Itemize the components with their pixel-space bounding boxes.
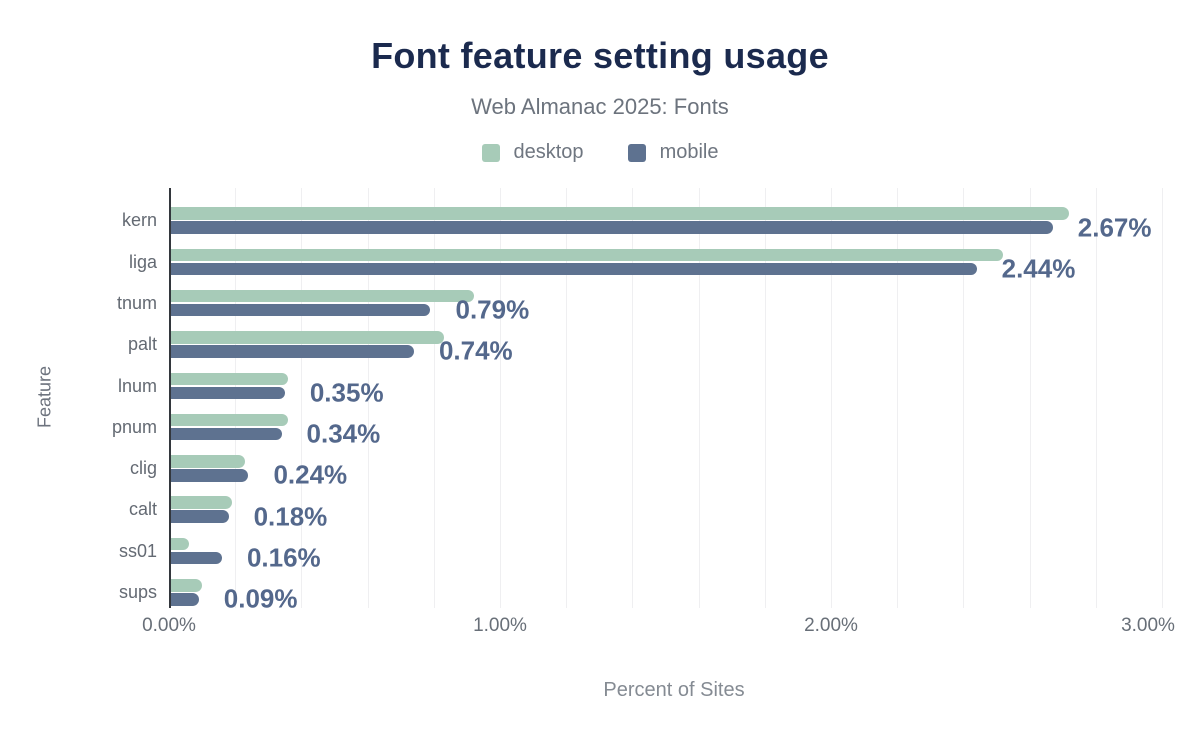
legend-label-mobile: mobile xyxy=(659,141,719,163)
value-label-tnum: 0.79% xyxy=(455,294,530,325)
bar-desktop-tnum xyxy=(171,289,474,303)
category-label-palt: palt xyxy=(127,334,157,355)
bar-desktop-kern xyxy=(171,207,1070,220)
x-tick-3.00%: 3.00% xyxy=(1121,615,1175,636)
bar-mobile-liga xyxy=(171,262,977,276)
bar-desktop-lnum xyxy=(171,372,289,385)
legend: desktop mobile xyxy=(0,141,1200,164)
bar-desktop-calt xyxy=(171,496,232,509)
bar-mobile-calt xyxy=(171,510,229,523)
legend-item-mobile: mobile xyxy=(627,141,719,164)
category-label-ss01: ss01 xyxy=(118,540,157,561)
value-label-sups: 0.09% xyxy=(223,583,298,614)
bar-mobile-sups xyxy=(171,593,199,606)
gridline-2.4 xyxy=(963,188,965,608)
bar-desktop-sups xyxy=(171,579,203,592)
desktop-swatch-icon xyxy=(481,143,500,162)
category-label-sups: sups xyxy=(118,582,157,602)
x-tick-1.00%: 1.00% xyxy=(473,615,527,636)
chart-title: Font feature setting usage xyxy=(371,35,829,76)
gridline-1.8 xyxy=(764,188,766,608)
category-label-liga: liga xyxy=(128,251,157,272)
gridline-0.6 xyxy=(367,188,369,608)
value-label-clig: 0.24% xyxy=(273,459,348,490)
gridline-0.8 xyxy=(433,188,435,608)
gridline-1.6 xyxy=(698,188,700,608)
y-axis-line xyxy=(169,188,171,608)
x-tick-2.00%: 2.00% xyxy=(804,615,858,636)
bar-desktop-pnum xyxy=(171,413,289,427)
plot-area: 2.67% 2.44% 0.79% 0.74% 0.35% 0.34% 0.24% 0.18%… xyxy=(169,188,1179,614)
mobile-swatch-icon xyxy=(627,143,646,162)
legend-item-desktop: desktop xyxy=(481,141,584,164)
x-axis-title: Percent of Sites xyxy=(603,679,745,701)
bar-desktop-ss01 xyxy=(171,537,189,551)
value-label-pnum: 0.34% xyxy=(306,418,381,449)
value-label-calt: 0.18% xyxy=(253,501,328,532)
bar-mobile-palt xyxy=(171,345,414,358)
value-label-liga: 2.44% xyxy=(1001,253,1076,284)
value-label-ss01: 0.16% xyxy=(246,542,321,573)
category-label-tnum: tnum xyxy=(116,292,157,313)
gridline-2.2 xyxy=(897,188,899,608)
value-label-palt: 0.74% xyxy=(438,335,513,366)
chart-subtitle: Web Almanac 2025: Fonts xyxy=(471,94,729,119)
gridline-1.2 xyxy=(566,188,568,608)
bar-mobile-pnum xyxy=(171,427,282,441)
gridline-2.0 xyxy=(831,188,832,608)
category-label-lnum: lnum xyxy=(117,375,157,396)
legend-label-desktop: desktop xyxy=(513,141,584,163)
category-label-clig: clig xyxy=(129,458,157,479)
bar-mobile-ss01 xyxy=(171,551,222,565)
category-label-pnum: pnum xyxy=(111,416,157,437)
gridline-2.8 xyxy=(1095,188,1097,608)
bar-mobile-lnum xyxy=(171,386,285,399)
gridline-1.4 xyxy=(632,188,634,608)
gridline-0.4 xyxy=(301,188,303,608)
bar-desktop-liga xyxy=(171,248,1004,262)
bar-mobile-tnum xyxy=(171,303,431,317)
category-label-kern: kern xyxy=(121,210,157,231)
value-label-lnum: 0.35% xyxy=(309,377,384,408)
bar-desktop-palt xyxy=(171,331,444,344)
gridline-2.6 xyxy=(1029,188,1031,608)
gridline-3.0 xyxy=(1162,188,1163,608)
bar-mobile-kern xyxy=(171,221,1053,234)
bar-mobile-clig xyxy=(171,469,249,482)
value-label-kern: 2.67% xyxy=(1077,212,1152,243)
gridline-1.0 xyxy=(500,188,501,608)
x-tick-0.00%: 0.00% xyxy=(142,615,196,636)
bar-desktop-clig xyxy=(171,455,246,468)
category-label-calt: calt xyxy=(128,499,157,520)
